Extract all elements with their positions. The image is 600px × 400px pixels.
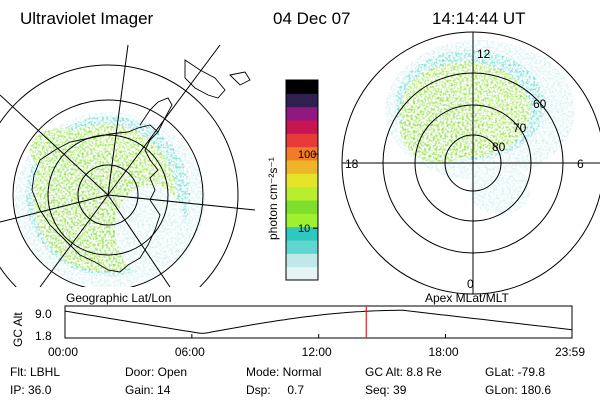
apex-magnetic-map: 12 18 6 0 60 70 80 [341,31,600,295]
date-text: 04 Dec 07 [273,9,351,28]
colorbar-segment [286,240,318,254]
status-field: Seq: 39 [365,383,407,397]
antarctica-coastline [31,124,161,273]
time-tick-label: 00:00 [48,345,78,359]
colorbar-scale [286,80,318,281]
mlt-label-6: 6 [577,157,584,171]
colorbar-segment [286,146,318,161]
colorbar-segment [286,133,318,148]
gc-alt-axis-label: GC Alt [11,312,25,347]
colorbar-segment [286,120,318,134]
colorbar-segment [286,266,318,281]
time-tick-label: 12:00 [302,345,332,359]
island-coastline [229,71,251,86]
colorbar-segment [286,253,318,268]
gc-alt-tick-high: 9.0 [35,307,52,321]
status-field: GLon: 180.6 [485,383,551,397]
instrument-title: Ultraviolet Imager [20,9,154,28]
mlt-label-12: 12 [477,47,491,61]
time-tick-label: 23:59 [555,345,585,359]
geographic-map [0,44,255,287]
aurora-emission-geographic [15,112,205,287]
colorbar-tick-label: 10 [298,223,310,235]
time-tick-label: 18:00 [429,345,459,359]
colorbar-segment [286,186,318,201]
aurora-emission-magnetic [385,40,575,215]
colorbar: 100 10 photon cm⁻²s⁻¹ [266,79,319,281]
mlat-label-80: 80 [492,140,506,154]
status-field: Gain: 14 [125,383,171,397]
colorbar-segment [286,160,318,174]
gc-altitude-curve [64,309,573,334]
status-field: Door: Open [125,365,187,379]
colorbar-tick-label: 100 [298,149,316,161]
colorbar-segment [286,173,318,188]
time-text: 14:14:44 UT [432,9,526,28]
colorbar-segment [286,200,318,214]
longitude-lines [0,44,255,287]
mlat-label-70: 70 [513,121,527,135]
time-axis-ticks: 00:00 06:00 12:00 18:00 23:59 [48,334,585,359]
right-map-caption: Apex MLat/MLT [425,291,509,305]
status-field: Flt: LBHL [10,365,60,379]
colorbar-segment [286,80,318,94]
strip-frame [64,305,573,339]
gc-alt-tick-low: 1.8 [35,329,52,343]
status-field: Mode: Normal [246,365,321,379]
mlt-label-18: 18 [345,157,359,171]
gc-altitude-strip: GC Alt 9.0 1.8 00:00 06:00 12:00 18:00 23:59 [11,305,585,359]
mlat-label-60: 60 [533,97,547,111]
time-tick-label: 06:00 [175,345,205,359]
status-field: GC Alt: 8.8 Re [365,365,442,379]
colorbar-segment [286,226,318,241]
left-map-caption: Geographic Lat/Lon [66,291,171,305]
latitude-circles [0,64,239,287]
mlt-axes [342,32,600,294]
colorbar-unit-label: photon cm⁻²s⁻¹ [266,157,280,240]
status-panel: Flt: LBHL Door: Open Mode: Normal GC Alt: 8… [10,365,551,397]
southern-america-coastline [184,59,226,99]
colorbar-ticks: 100 10 [298,149,318,235]
colorbar-segment [286,213,318,228]
status-field: IP: 36.0 [10,383,52,397]
mlt-label-0: 0 [467,277,474,291]
colorbar-segment [286,93,318,108]
coastline-detail [139,97,173,133]
status-field: Dsp: 0.7 [246,383,304,397]
colorbar-segment [286,106,318,121]
status-field: GLat: -79.8 [485,365,545,379]
